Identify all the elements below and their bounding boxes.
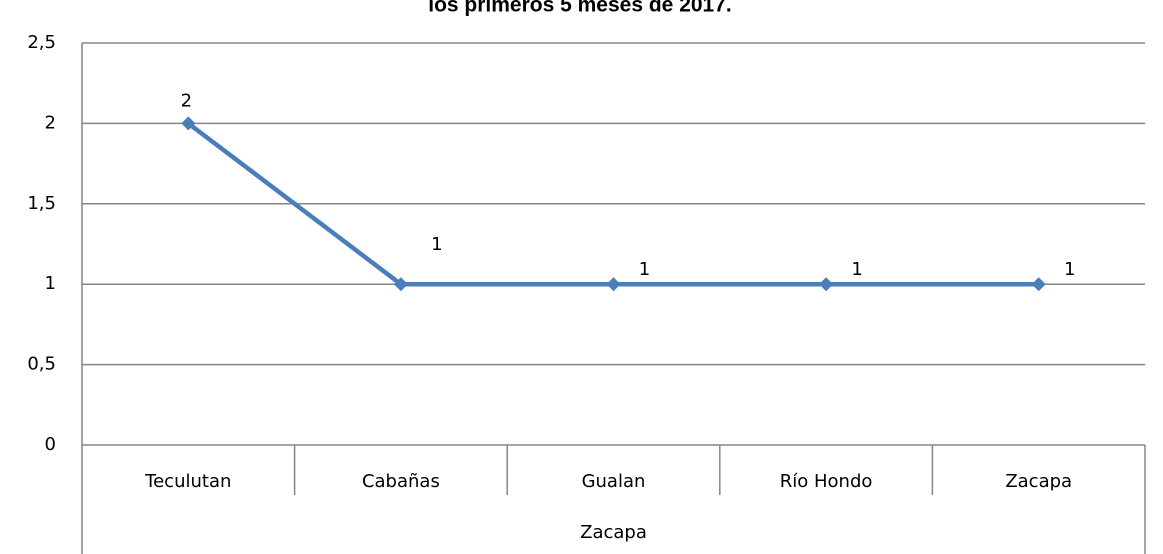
y-tick-label: 0,5 (27, 354, 56, 375)
data-marker (181, 116, 196, 131)
x-tick-label: Cabañas (362, 471, 440, 492)
data-label: 1 (1064, 259, 1075, 280)
y-tick-label: 1 (45, 273, 56, 294)
data-label: 2 (181, 90, 192, 111)
x-tick-label: Teculutan (144, 471, 231, 492)
x-tick-label: Río Hondo (780, 471, 873, 492)
data-marker (819, 277, 834, 292)
x-tick-label: Gualan (582, 471, 646, 492)
y-tick-label: 0 (45, 434, 56, 455)
x-group-label: Zacapa (580, 522, 647, 543)
y-tick-label: 2,5 (27, 32, 56, 53)
data-label: 1 (431, 234, 442, 255)
data-marker (393, 277, 408, 292)
data-marker (606, 277, 621, 292)
x-tick-label: Zacapa (1005, 471, 1072, 492)
chart-title: los primeros 5 meses de 2017. (428, 0, 732, 17)
data-label: 1 (639, 259, 650, 280)
y-tick-label: 2 (45, 112, 56, 133)
data-label: 1 (851, 259, 862, 280)
data-marker (1031, 277, 1046, 292)
y-tick-label: 1,5 (27, 193, 56, 214)
